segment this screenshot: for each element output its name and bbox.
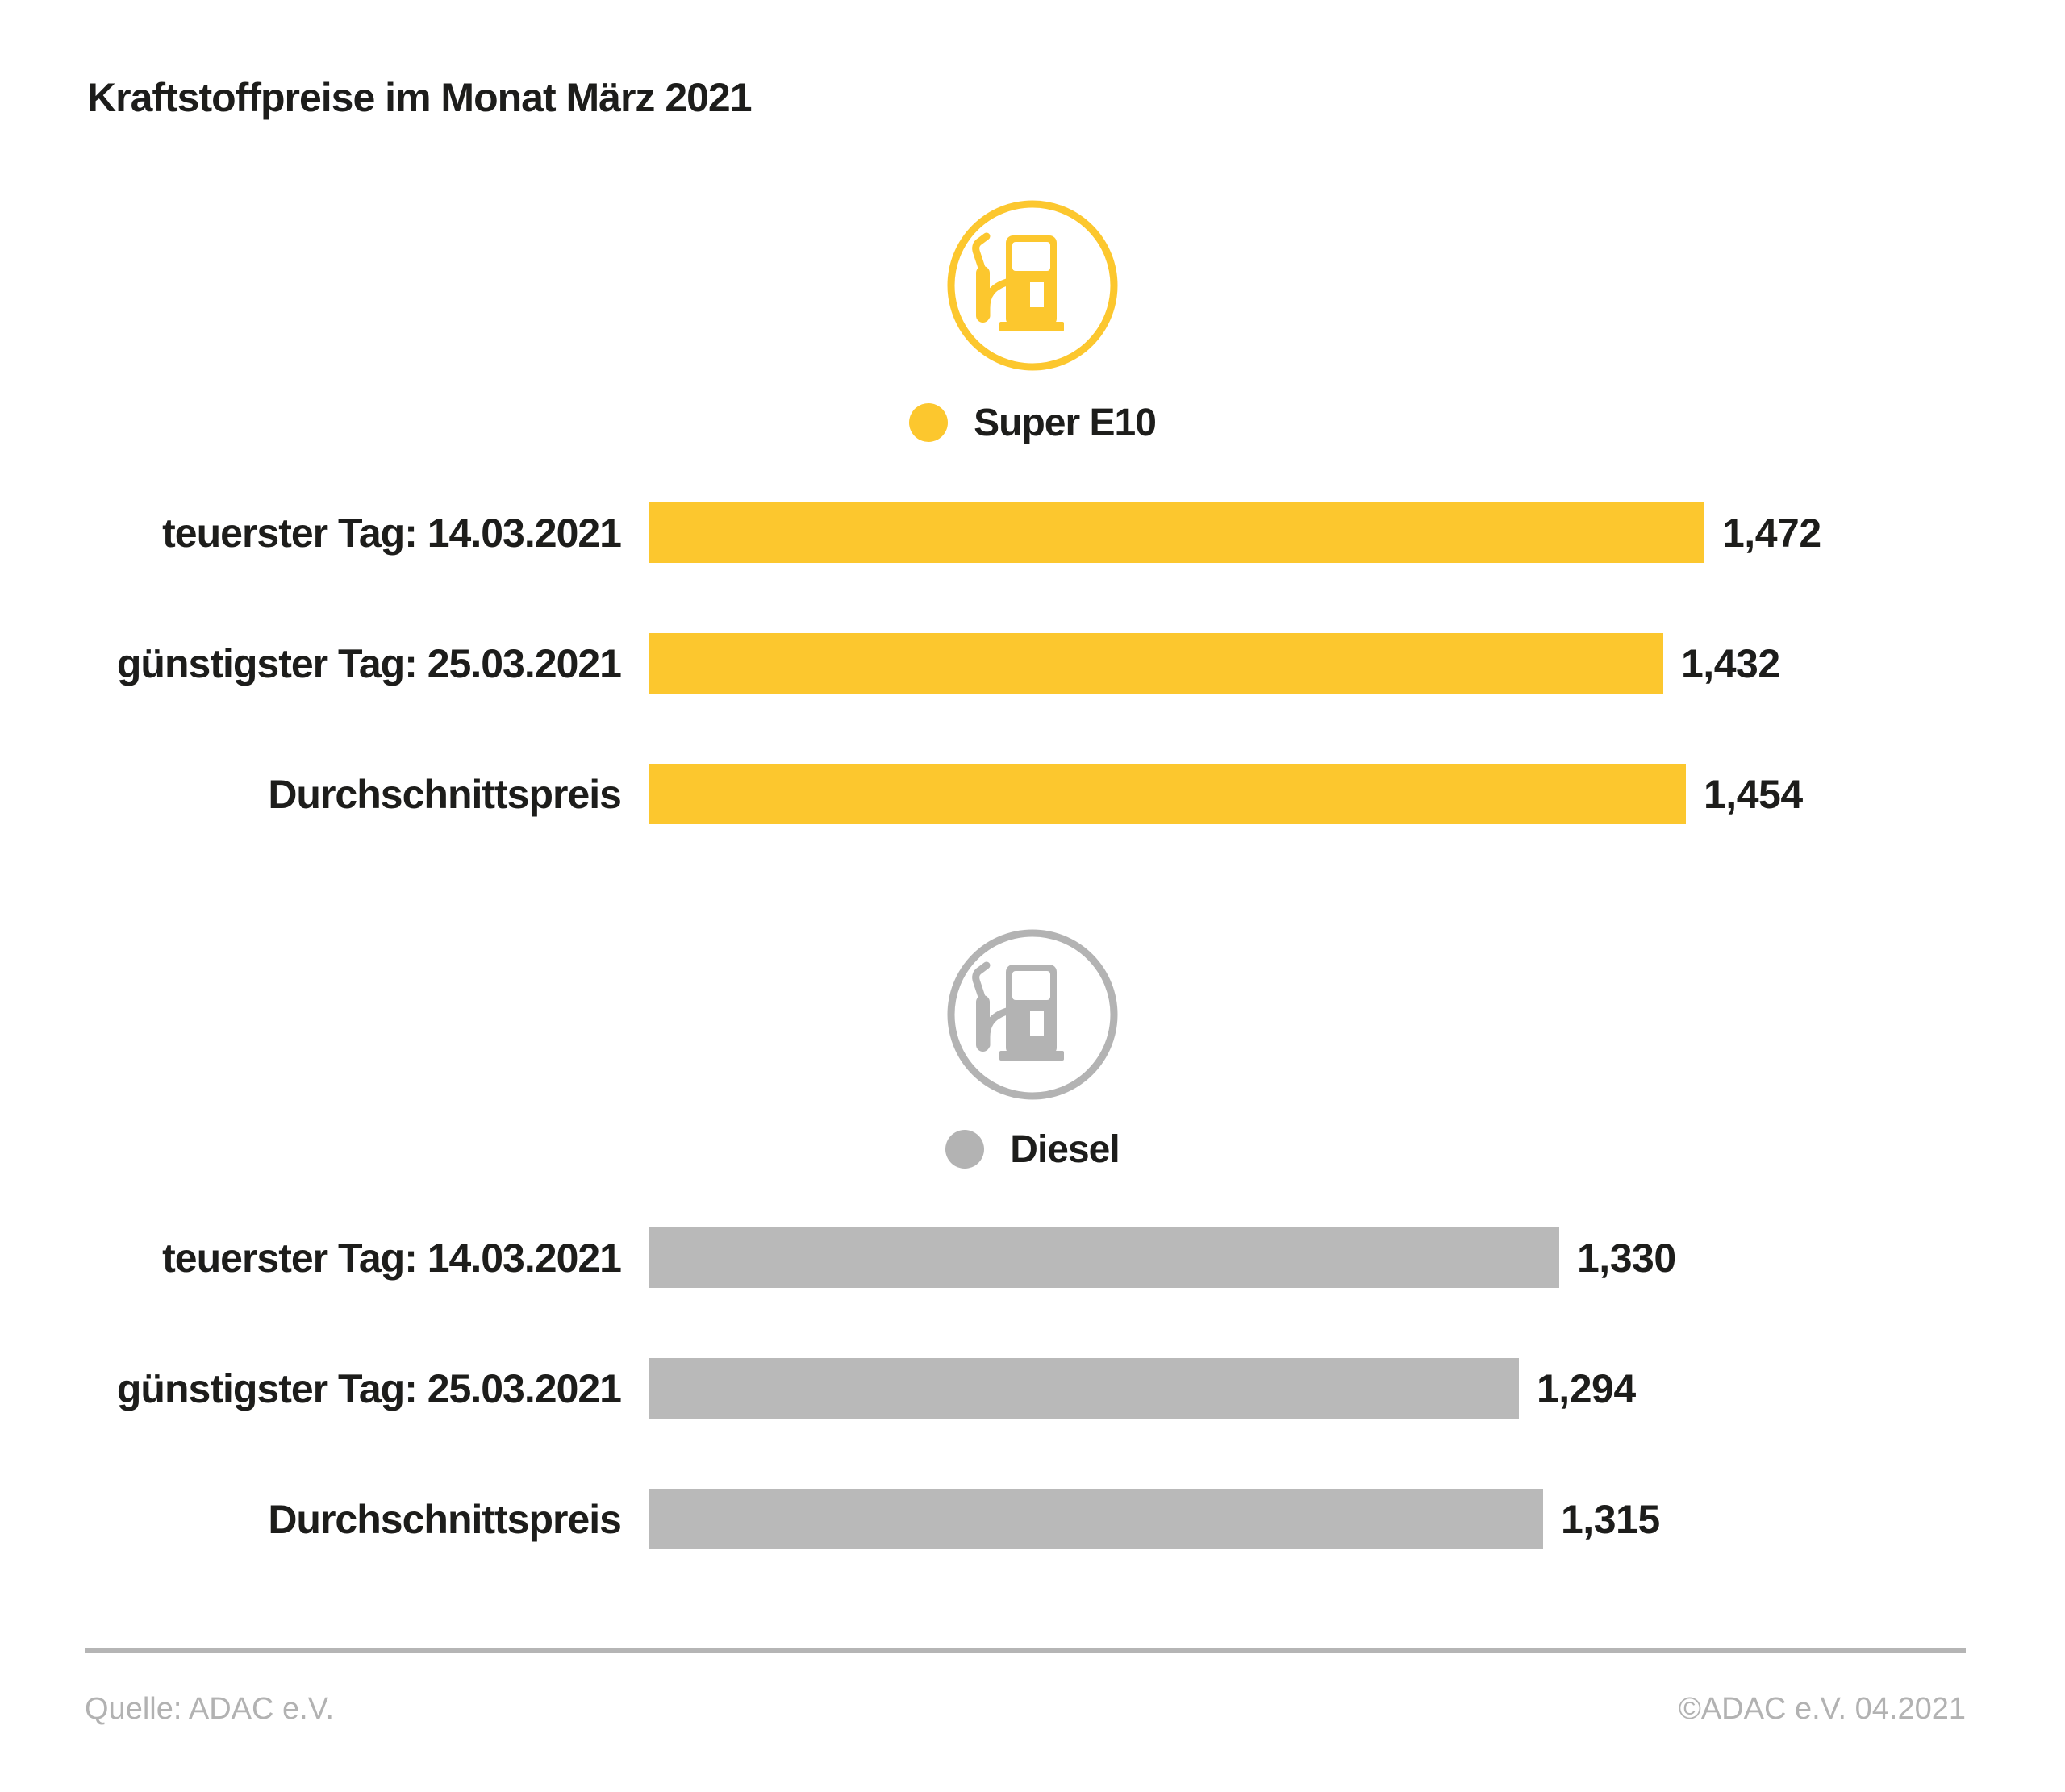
legend-label-super-e10: Super E10: [974, 401, 1157, 444]
bar-super-guenstigster-tag: [649, 633, 1663, 694]
bar-diesel-durchschnittspreis: [649, 1489, 1543, 1549]
value-label: 1,330: [1577, 1235, 1676, 1281]
copyright-text: ©ADAC e.V. 04.2021: [1678, 1692, 1966, 1726]
footer-divider: [85, 1648, 1966, 1653]
diesel-bar-group: teuerster Tag: 14.03.2021 1,330 günstigs…: [0, 1227, 2065, 1619]
value-label: 1,315: [1561, 1496, 1660, 1542]
value-label: 1,472: [1722, 510, 1821, 556]
legend-dot-super-e10: [909, 403, 949, 442]
legend-super-e10: Super E10: [0, 400, 2065, 445]
value-label: 1,294: [1537, 1365, 1636, 1411]
category-label: Durchschnittspreis: [268, 771, 622, 817]
category-label: günstigster Tag: 25.03.2021: [116, 640, 622, 686]
legend-dot-diesel: [945, 1130, 985, 1169]
source-text: Quelle: ADAC e.V.: [85, 1692, 335, 1726]
bar-row: Durchschnittspreis 1,315: [0, 1489, 2065, 1549]
fuel-pump-icon: [947, 929, 1118, 1100]
category-label: teuerster Tag: 14.03.2021: [162, 1235, 622, 1281]
page-title: Kraftstoffpreise im Monat März 2021: [87, 75, 753, 120]
legend-diesel: Diesel: [0, 1127, 2065, 1172]
super-e10-bar-group: teuerster Tag: 14.03.2021 1,472 günstigs…: [0, 502, 2065, 894]
legend-label-diesel: Diesel: [1010, 1127, 1120, 1171]
category-label: günstigster Tag: 25.03.2021: [116, 1365, 622, 1411]
value-label: 1,432: [1681, 640, 1780, 686]
bar-row: teuerster Tag: 14.03.2021 1,330: [0, 1227, 2065, 1288]
footer: Quelle: ADAC e.V. ©ADAC e.V. 04.2021: [85, 1692, 1966, 1727]
bar-super-teuerster-tag: [649, 502, 1704, 563]
bar-row: günstigster Tag: 25.03.2021 1,294: [0, 1358, 2065, 1419]
value-label: 1,454: [1704, 771, 1803, 817]
super-e10-pump-badge: [944, 197, 1121, 374]
bar-diesel-guenstigster-tag: [649, 1358, 1519, 1419]
bar-row: günstigster Tag: 25.03.2021 1,432: [0, 633, 2065, 694]
bar-diesel-teuerster-tag: [649, 1227, 1559, 1288]
category-label: teuerster Tag: 14.03.2021: [162, 510, 622, 556]
bar-row: Durchschnittspreis 1,454: [0, 764, 2065, 824]
bar-row: teuerster Tag: 14.03.2021 1,472: [0, 502, 2065, 563]
bar-super-durchschnittspreis: [649, 764, 1686, 824]
diesel-pump-badge: [944, 926, 1121, 1103]
category-label: Durchschnittspreis: [268, 1496, 622, 1542]
fuel-pump-icon: [947, 200, 1118, 371]
